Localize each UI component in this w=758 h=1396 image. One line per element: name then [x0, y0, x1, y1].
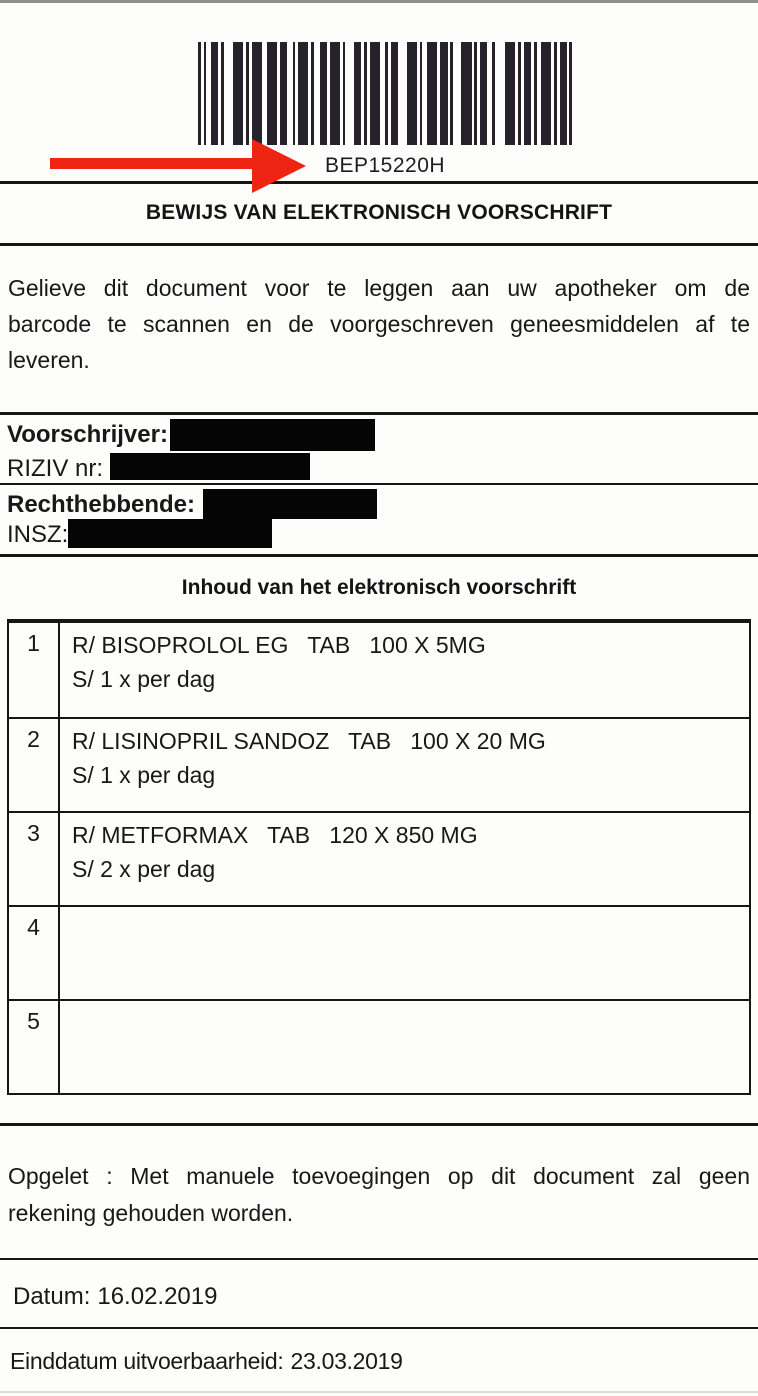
date-value: 16.02.2019 [97, 1283, 218, 1310]
row-number: 1 [9, 623, 60, 717]
row-content: R/ BISOPROLOL EG TAB 100 X 5MG S/ 1 x pe… [60, 623, 749, 717]
row-number: 3 [9, 813, 60, 905]
riziv-number-redacted [110, 453, 310, 480]
divider-below-title [0, 243, 758, 246]
intro-line-1: Gelieve dit document voor te leggen aan … [8, 275, 750, 301]
end-date-value: 23.03.2019 [290, 1348, 403, 1374]
medication-name: R/ BISOPROLOL EG TAB 100 X 5MG [72, 632, 486, 658]
table-row: 5 [9, 999, 749, 1093]
medication-table: 1 R/ BISOPROLOL EG TAB 100 X 5MG S/ 1 x … [7, 619, 751, 1095]
table-row: 2 R/ LISINOPRIL SANDOZ TAB 100 X 20 MG S… [9, 717, 749, 811]
notice-line-2: rekening gehouden worden. [8, 1200, 294, 1226]
barcode-value: BEP15220H [324, 154, 446, 177]
row-number: 4 [9, 907, 60, 999]
table-row: 1 R/ BISOPROLOL EG TAB 100 X 5MG S/ 1 x … [9, 623, 749, 717]
table-row: 4 [9, 905, 749, 999]
intro-line-2: barcode te scannen en de voorgeschreven … [8, 311, 750, 337]
prescriber-name-redacted [170, 419, 375, 451]
medication-dosage: S/ 1 x per dag [72, 762, 216, 788]
insz-label: INSZ: [7, 521, 69, 548]
row-number: 5 [9, 1001, 60, 1093]
patient-name-redacted [203, 489, 377, 519]
page-title: BEWIJS VAN ELEKTRONISCH VOORSCHRIFT [145, 201, 613, 224]
intro-paragraph: Gelieve dit document voor te leggen aan … [8, 270, 750, 378]
row-number: 2 [9, 719, 60, 811]
prescriber-label: Voorschrijver: [7, 421, 168, 448]
divider-prescriber-top [0, 412, 758, 415]
divider-below-barcode [0, 181, 758, 184]
row-content [60, 907, 749, 999]
date-label: Datum: [13, 1283, 91, 1310]
red-arrow-shaft [50, 158, 254, 169]
medication-dosage: S/ 1 x per dag [72, 666, 216, 692]
medication-name: R/ METFORMAX TAB 120 X 850 MG [72, 822, 478, 848]
divider-prescriber-patient [0, 483, 758, 485]
end-date-row: Einddatum uitvoerbaarheid: 23.03.2019 [10, 1348, 403, 1375]
row-content: R/ LISINOPRIL SANDOZ TAB 100 X 20 MG S/ … [60, 719, 749, 811]
intro-line-3: leveren. [8, 347, 90, 373]
table-row: 3 R/ METFORMAX TAB 120 X 850 MG S/ 2 x p… [9, 811, 749, 905]
top-edge-line [0, 0, 758, 3]
divider-patient-bottom [0, 554, 758, 557]
row-content [60, 1001, 749, 1093]
notice-paragraph: Opgelet : Met manuele toevoegingen op di… [8, 1158, 750, 1232]
red-arrow-icon [252, 139, 306, 193]
insz-number-redacted [68, 519, 272, 548]
notice-line-1: Opgelet : Met manuele toevoegingen op di… [8, 1163, 750, 1189]
patient-section: Rechthebbende: INSZ: [0, 486, 758, 554]
patient-label: Rechthebbende: [7, 491, 196, 518]
end-date-label: Einddatum uitvoerbaarheid: [10, 1348, 284, 1374]
divider-date-mid [0, 1327, 758, 1329]
bottom-edge-line [0, 1391, 758, 1393]
medication-dosage: S/ 2 x per dag [72, 856, 216, 882]
divider-date-top [0, 1258, 758, 1260]
divider-after-table [0, 1123, 758, 1126]
barcode [198, 42, 572, 145]
medication-name: R/ LISINOPRIL SANDOZ TAB 100 X 20 MG [72, 728, 546, 754]
prescriber-section: Voorschrijver: RIZIV nr: [0, 415, 758, 483]
date-row: Datum: 16.02.2019 [13, 1283, 217, 1311]
content-heading: Inhoud van het elektronisch voorschrift [181, 576, 577, 599]
riziv-label: RIZIV nr: [7, 455, 104, 482]
row-content: R/ METFORMAX TAB 120 X 850 MG S/ 2 x per… [60, 813, 749, 905]
